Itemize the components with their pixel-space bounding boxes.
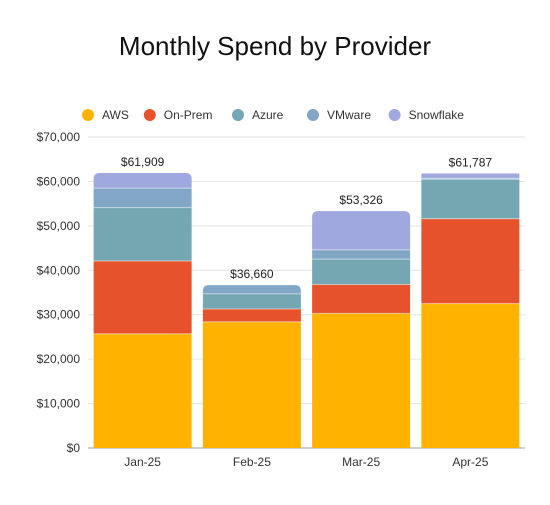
bar-vmware <box>312 249 411 260</box>
bar-on-prem <box>421 218 520 304</box>
legend-label: AWS <box>102 108 129 122</box>
total-label: $53,326 <box>339 193 383 207</box>
bar-aws <box>312 313 411 448</box>
total-labels: $61,909 $36,660 $53,326 $61,787 <box>121 155 492 281</box>
x-tick-label: Jan-25 <box>124 455 161 469</box>
x-tick-label: Mar-25 <box>342 455 380 469</box>
legend-swatch <box>307 109 319 121</box>
y-tick-label: $20,000 <box>37 352 81 366</box>
bar-stack <box>421 173 520 448</box>
bar-snowflake <box>312 211 411 250</box>
y-tick-label: $50,000 <box>37 219 81 233</box>
y-axis: $0 $10,000 $20,000 $30,000 $40,000 $50,000 $60… <box>37 130 525 455</box>
bar-aws <box>93 333 192 448</box>
legend-item: AWS <box>82 108 129 122</box>
bar-azure <box>93 207 192 261</box>
legend-swatch <box>143 109 156 121</box>
total-label: $36,660 <box>230 267 274 281</box>
legend-label: Azure <box>252 108 284 122</box>
x-tick-label: Apr-25 <box>452 455 488 469</box>
bars <box>93 172 520 448</box>
bar-on-prem <box>202 308 301 322</box>
bar-vmware <box>202 285 301 294</box>
y-tick-label: $10,000 <box>37 397 81 411</box>
bar-stack <box>202 285 301 448</box>
legend-item: Snowflake <box>388 108 465 122</box>
legend-swatch <box>232 109 244 121</box>
bar-stack <box>312 211 411 448</box>
y-tick-label: $70,000 <box>37 130 81 144</box>
bar-aws <box>421 303 520 448</box>
legend-label: On-Prem <box>164 108 213 122</box>
bar-snowflake <box>93 172 192 189</box>
bar-azure <box>312 259 411 285</box>
bar-stack <box>93 172 192 448</box>
bar-snowflake <box>421 173 520 179</box>
y-tick-label: $60,000 <box>37 174 81 188</box>
legend-swatch <box>388 109 401 121</box>
legend-item: Azure <box>232 108 284 122</box>
bar-on-prem <box>312 284 411 314</box>
y-tick-label: $30,000 <box>37 308 81 322</box>
bar-aws <box>202 321 301 448</box>
bar-vmware <box>93 188 192 208</box>
y-tick-label: $40,000 <box>37 263 81 277</box>
legend: AWS On-Prem Azure VMware Snowflake <box>82 108 464 122</box>
x-axis: Jan-25 Feb-25 Mar-25 Apr-25 <box>124 455 488 469</box>
legend-label: Snowflake <box>409 108 465 122</box>
legend-swatch <box>82 109 94 121</box>
legend-item: VMware <box>307 108 371 122</box>
x-tick-label: Feb-25 <box>233 455 271 469</box>
chart-title: Monthly Spend by Provider <box>119 31 432 61</box>
bar-azure <box>421 179 520 219</box>
legend-item: On-Prem <box>143 108 213 122</box>
bar-on-prem <box>93 260 192 334</box>
bar-azure <box>202 293 301 309</box>
legend-label: VMware <box>327 108 371 122</box>
total-label: $61,787 <box>449 155 493 169</box>
total-label: $61,909 <box>121 155 165 169</box>
y-tick-label: $0 <box>67 441 81 455</box>
